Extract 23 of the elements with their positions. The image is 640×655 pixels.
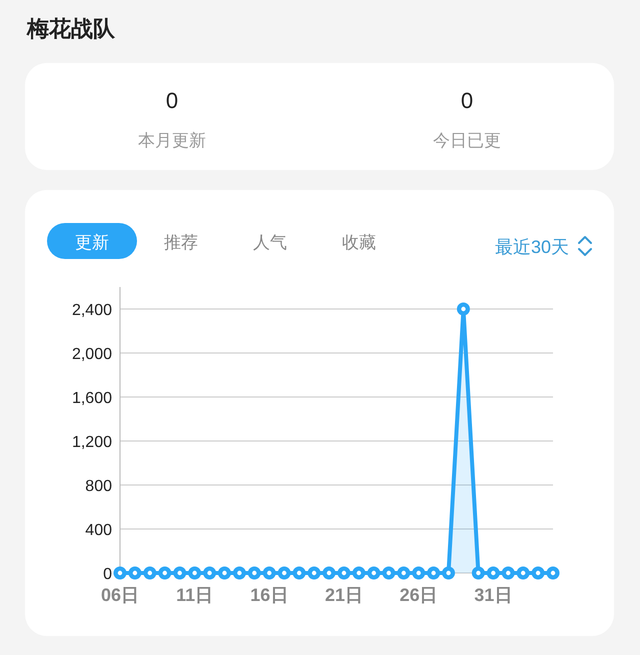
y-tick-label: 2,000 [72, 346, 112, 363]
x-tick-label: 26日 [400, 585, 438, 605]
text: 0 [166, 88, 178, 113]
y-tick-label: 2,400 [72, 302, 112, 319]
text: 梅花战队 [26, 16, 116, 41]
text: 0 [460, 88, 474, 113]
x-tick-label: 16日 [250, 585, 288, 605]
y-tick-label: 400 [85, 522, 112, 539]
text: 推荐 [164, 233, 198, 252]
y-tick-label: 800 [85, 478, 112, 495]
y-tick-label: 0 [103, 566, 112, 583]
text: 今日已更 [433, 131, 501, 150]
text: 本月更新 [138, 131, 206, 150]
x-tick-label: 21日 [324, 585, 363, 605]
x-tick-label: 11日 [176, 585, 214, 605]
y-tick-label: 1,200 [72, 434, 112, 451]
x-tick-label: 06日 [100, 585, 140, 605]
text: 收藏 [342, 233, 376, 252]
y-tick-label: 1,600 [72, 390, 112, 407]
text: 更新 [75, 233, 109, 252]
text: 最近30天 [494, 237, 569, 257]
x-tick-label: 31日 [474, 585, 512, 605]
text: 人气 [253, 233, 287, 252]
